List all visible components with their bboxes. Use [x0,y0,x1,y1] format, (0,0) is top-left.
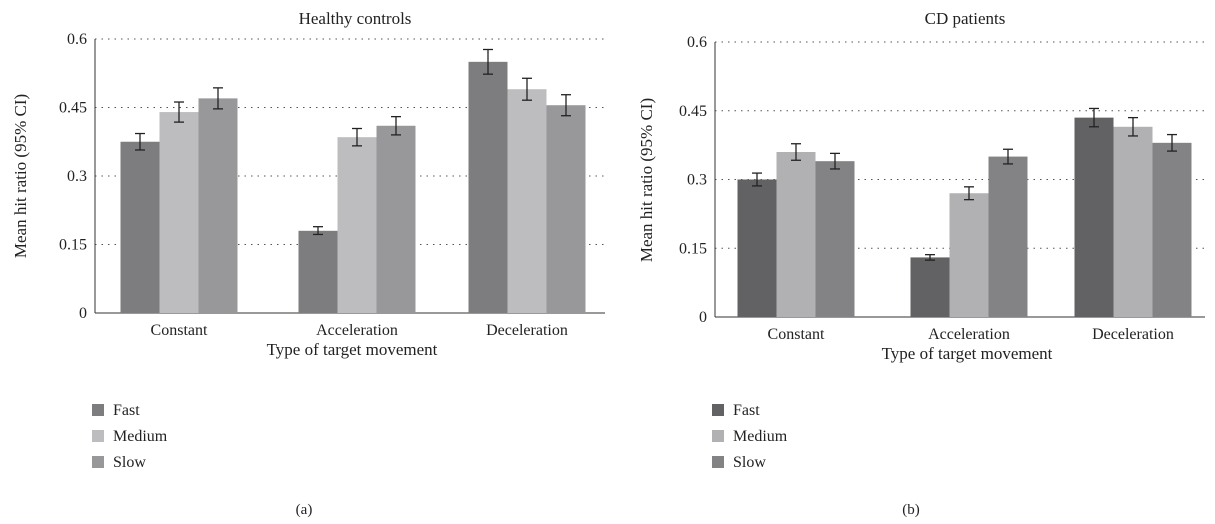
error-bar [925,254,935,261]
error-bar [352,127,362,147]
legend-label-medium: Medium [733,428,788,445]
y-tick-label: 0.45 [59,100,87,117]
error-bar [483,48,493,75]
x-axis-label: Type of target movement [267,340,438,359]
panel-label: (a) [296,502,313,518]
legend-swatch-fast [712,404,724,416]
x-tick-label: Deceleration [1092,326,1174,343]
y-tick-label: 0.15 [59,237,87,254]
bar-slow [376,125,416,314]
bar-fast [468,61,508,314]
bar-fast [120,141,160,313]
y-tick-label: 0.3 [67,168,87,185]
error-bar [213,87,223,110]
bar-medium [776,152,816,317]
chart-healthy-controls: Healthy controls 0 0.15 0.3 0.45 0.6 Constant A… [11,9,605,518]
legend-label-fast: Fast [113,402,140,419]
error-bar [174,101,184,123]
error-bar [561,94,571,117]
y-tick-label: 0.45 [679,103,707,120]
bar-medium [159,112,199,313]
x-axis-label: Type of target movement [882,344,1053,363]
chart-title: Healthy controls [299,9,412,28]
legend-label-medium: Medium [113,428,168,445]
y-tick-label: 0.3 [687,172,707,189]
error-bar [791,143,801,161]
bar-slow [546,105,586,313]
legend-swatch-slow [92,456,104,468]
bar-slow [198,98,238,313]
y-tick-label: 0 [699,309,707,326]
error-bar [964,186,974,201]
panel-label: (b) [902,502,920,518]
y-tick-label: 0.6 [67,31,87,48]
bar-fast [910,257,950,317]
error-bar [522,77,532,101]
bar-medium [949,193,989,317]
bar-medium [337,137,377,313]
error-bar [313,226,323,236]
legend-swatch-medium [92,430,104,442]
x-tick-label: Deceleration [486,322,568,339]
legend-swatch-medium [712,430,724,442]
error-bar [1167,133,1177,152]
x-tick-label: Acceleration [316,322,398,339]
y-axis-label: Mean hit ratio (95% CI) [637,98,656,262]
legend: Fast Medium Slow [92,402,168,471]
x-tick-label: Acceleration [928,326,1010,343]
error-bar [830,152,840,170]
x-tick-label: Constant [768,326,825,343]
legend-swatch-fast [92,404,104,416]
error-bar [1003,148,1013,165]
bar-fast [1074,117,1114,317]
legend: Fast Medium Slow [712,402,788,471]
error-bar [752,172,762,187]
legend-label-slow: Slow [113,454,146,471]
x-tick-label: Constant [151,322,208,339]
error-bar [1128,116,1138,137]
error-bar [1089,107,1099,128]
error-bar [391,115,401,136]
bar-medium [507,89,547,313]
chart-title: CD patients [925,9,1006,28]
bar-fast [298,230,338,313]
chart-cd-patients: CD patients 0 0.15 0.3 0.45 0.6 Constant Accele… [637,9,1205,518]
y-axis-label: Mean hit ratio (95% CI) [11,94,30,258]
bar-medium [1113,126,1153,318]
error-bar [135,132,145,151]
y-tick-label: 0 [79,305,87,322]
legend-label-slow: Slow [733,454,766,471]
y-tick-label: 0.15 [679,240,707,257]
bar-slow [988,156,1028,317]
bar-slow [1152,142,1192,317]
bar-fast [737,179,777,317]
y-tick-label: 0.6 [687,34,707,51]
legend-label-fast: Fast [733,402,760,419]
legend-swatch-slow [712,456,724,468]
bar-slow [815,161,855,317]
